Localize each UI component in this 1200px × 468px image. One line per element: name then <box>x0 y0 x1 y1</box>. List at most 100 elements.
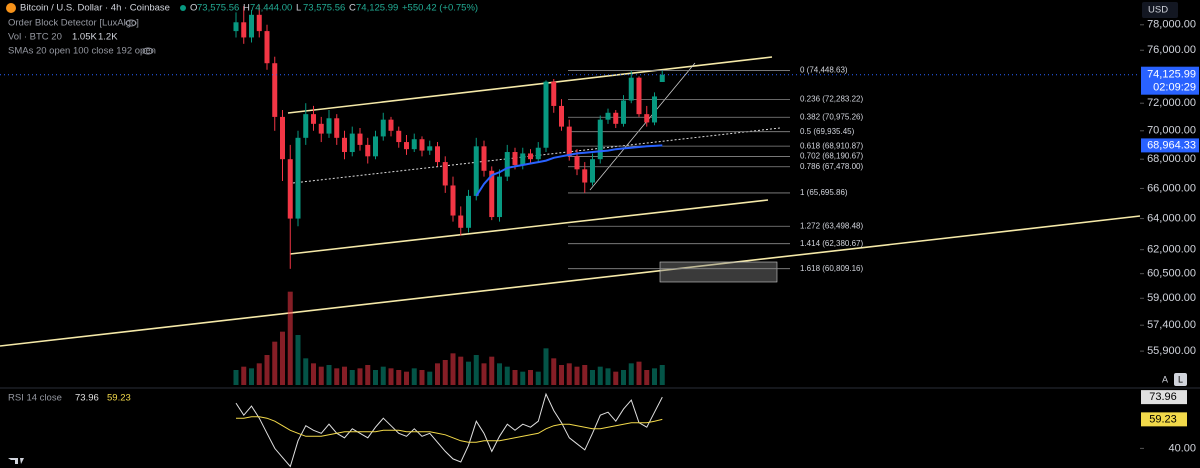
ohlc-value: 74,444.00 <box>250 3 292 14</box>
volume-bar <box>404 371 409 385</box>
volume-bar <box>280 331 285 385</box>
volume-bar <box>388 368 394 385</box>
candle-body <box>489 170 495 218</box>
volume-bar <box>636 361 642 385</box>
candle-body <box>442 162 448 186</box>
volume-value: 1.2K <box>98 32 118 43</box>
volume-bar <box>241 366 247 385</box>
ohlc-value: 73,575.56 <box>197 3 239 14</box>
volume-bar <box>481 363 487 385</box>
sma-line <box>475 144 663 197</box>
candle-body <box>357 133 363 145</box>
logo <box>8 458 24 464</box>
volume-bar <box>613 371 619 385</box>
volume-bar <box>458 356 464 385</box>
volume-bar <box>365 365 371 385</box>
candle-body <box>590 159 595 183</box>
volume-bar <box>574 366 580 385</box>
volume-bar <box>551 358 557 385</box>
volume-bar <box>644 370 650 385</box>
candle-body <box>450 185 456 216</box>
trend-lines <box>0 56 1141 347</box>
candle-body <box>605 112 611 120</box>
candle-body <box>303 114 309 138</box>
candle-body <box>621 100 626 124</box>
candle-body <box>559 105 564 127</box>
candle-body <box>334 118 340 138</box>
auto-scale[interactable]: A <box>1162 374 1168 384</box>
target-zone <box>659 261 778 283</box>
change: +550.42 (+0.75%) <box>402 3 478 14</box>
volume-bar <box>411 368 417 385</box>
ohlc: O 73,575.56 H 74,444.00 L 73,575.56 C 74,125.99… <box>190 3 478 14</box>
eye-icon[interactable] <box>142 47 154 55</box>
candle-body <box>473 146 479 196</box>
y-tick-label: 70,000.00 <box>1147 125 1196 137</box>
candle-body <box>628 77 634 101</box>
candle-body <box>636 77 642 115</box>
rsi-legend-value: 73.96 <box>75 393 99 404</box>
sma-price-label: 68,964.33 <box>1147 139 1196 151</box>
y-tick-label: 78,000.00 <box>1147 19 1196 31</box>
fib-label: 1.414 (62,380.67) <box>800 239 863 248</box>
volume-bar <box>582 365 588 385</box>
candle-body <box>512 152 518 165</box>
currency-button[interactable] <box>1142 2 1178 18</box>
candle-body <box>644 114 650 123</box>
rsi-line <box>236 416 663 443</box>
plot: 0 (74,448.63) 0.236 (72,283.22) 0.382 (70,… <box>0 4 1140 468</box>
sma-price-box <box>1141 138 1199 153</box>
fib-label: 1.272 (63,498.48) <box>800 221 863 230</box>
candle-body <box>652 96 657 123</box>
volume-bar <box>295 335 301 385</box>
candle-body <box>241 22 247 38</box>
y-tick-label: 57,400.00 <box>1147 319 1196 331</box>
y-tick-label: 76,000.00 <box>1147 44 1196 56</box>
candle-body <box>295 137 301 219</box>
volume-bar <box>535 371 541 385</box>
candle-body <box>349 133 355 153</box>
symbol: Bitcoin / U.S. Dollar · 4h · Coinbase <box>20 3 170 14</box>
volume-bar <box>396 370 402 385</box>
fib-label: 0 (74,448.63) <box>800 66 848 75</box>
y-tick-label: 59,000.00 <box>1147 292 1196 304</box>
candle-body <box>535 147 541 160</box>
ohlc-value: 73,575.56 <box>303 3 345 14</box>
volume-bar <box>528 370 533 385</box>
volume-bar <box>256 363 262 385</box>
long-trend-line <box>0 215 1141 347</box>
candle-body <box>597 119 603 160</box>
candle-body <box>435 146 440 163</box>
volume-bar <box>311 363 316 385</box>
log-button-bg[interactable] <box>1174 373 1187 386</box>
fib-label: 0.382 (70,975.26) <box>800 112 863 121</box>
volume-bar <box>318 366 324 385</box>
volume-bar <box>249 368 254 385</box>
candle-body <box>481 146 487 171</box>
indicator-name: Order Block Detector [LuxAlgo] <box>8 18 139 29</box>
log-scale[interactable]: L <box>1178 374 1183 384</box>
currency: USD <box>1148 5 1168 16</box>
y-tick-label: 40.00 <box>1168 442 1196 454</box>
candle-body <box>380 119 386 137</box>
candle-body <box>497 176 502 218</box>
candle-body <box>249 14 254 38</box>
volume-bar <box>357 368 363 385</box>
volume-bar <box>287 291 293 385</box>
channel-lower <box>289 199 769 255</box>
rsi-legend-value: 59.23 <box>107 393 131 404</box>
channel-upper <box>287 56 773 114</box>
volume-bar <box>342 366 347 385</box>
volume-bar <box>559 365 564 385</box>
ohlc-value: 74,125.99 <box>356 3 398 14</box>
volume-bar <box>659 365 665 385</box>
candle-body <box>520 153 526 165</box>
candle-body <box>272 63 278 117</box>
candle-body <box>404 142 409 150</box>
eye-icon[interactable] <box>125 19 137 27</box>
candle-body <box>280 116 285 160</box>
volume-bar <box>264 355 270 385</box>
rsi-value-label: 73.96 <box>1149 391 1177 403</box>
candle-body <box>318 123 324 134</box>
